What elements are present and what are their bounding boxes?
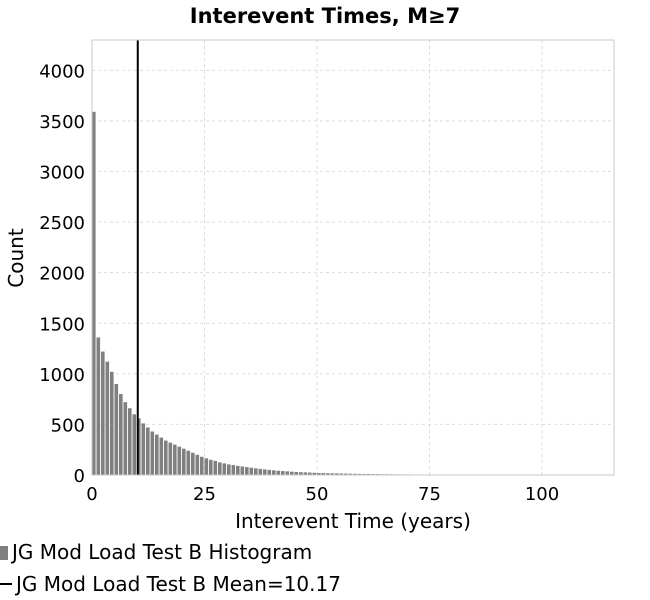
y-axis-ticks: 0 500 1000 1500 2000 2500 3000 3500 4000 xyxy=(39,61,85,487)
y-tick-label: 500 xyxy=(51,415,85,436)
y-tick-label: 3500 xyxy=(39,112,85,133)
histogram-bar xyxy=(366,473,371,475)
histogram-bar xyxy=(299,472,303,475)
histogram-chart: Interevent Times, M≥7 0 25 50 75 100 0 500 100… xyxy=(4,4,615,533)
histogram-bar xyxy=(353,473,357,475)
histogram-bar xyxy=(137,418,141,475)
chart-title: Interevent Times, M≥7 xyxy=(190,4,460,28)
histogram-bar xyxy=(290,471,294,475)
histogram-bar xyxy=(339,473,344,475)
histogram-bar xyxy=(200,456,204,475)
histogram-bar xyxy=(348,473,353,475)
histogram-bar xyxy=(173,444,177,475)
histogram-bar xyxy=(195,454,200,475)
histogram-bar xyxy=(245,467,249,475)
y-tick-label: 1000 xyxy=(39,365,85,386)
histogram-bar xyxy=(209,459,213,475)
y-tick-label: 4000 xyxy=(39,61,85,82)
histogram-bar xyxy=(272,470,276,475)
histogram-bar xyxy=(141,423,146,475)
histogram-bar xyxy=(330,473,335,475)
histogram-bar xyxy=(218,462,222,475)
histogram-bar xyxy=(101,351,105,475)
histogram-bar xyxy=(150,431,155,475)
histogram-bar xyxy=(326,473,330,475)
histogram-bar xyxy=(335,473,339,475)
histogram-bar xyxy=(267,469,272,475)
histogram-bar xyxy=(119,394,123,475)
histogram-bar xyxy=(227,464,231,475)
histogram-bar xyxy=(110,371,114,475)
histogram-bar xyxy=(308,472,312,475)
histogram-bar xyxy=(164,440,168,475)
x-tick-label: 50 xyxy=(306,484,329,505)
x-axis-ticks: 0 25 50 75 100 xyxy=(86,484,559,505)
histogram-bar xyxy=(285,471,290,475)
plot-area-border xyxy=(91,39,615,476)
histogram-bar xyxy=(155,434,159,475)
histogram-bar xyxy=(168,442,173,475)
legend-swatch-histogram xyxy=(0,546,8,560)
grid-lines xyxy=(91,40,614,476)
histogram-bar xyxy=(123,402,128,475)
histogram-bar xyxy=(132,414,137,475)
legend-item-histogram: JG Mod Load Test B Histogram xyxy=(0,540,312,564)
y-tick-label: 2000 xyxy=(39,264,85,285)
histogram-bar xyxy=(281,471,285,475)
histogram-bar xyxy=(362,473,366,475)
histogram-bar xyxy=(182,448,186,475)
histogram-bar xyxy=(146,427,150,475)
histogram-bar xyxy=(177,446,182,475)
histogram-bar xyxy=(222,463,227,475)
histogram-bar xyxy=(294,471,299,475)
histogram-bar xyxy=(191,452,195,475)
histogram-bar xyxy=(303,472,308,475)
x-tick-label: 75 xyxy=(418,484,441,505)
histogram-bar xyxy=(357,473,362,475)
legend-label-histogram: JG Mod Load Test B Histogram xyxy=(12,540,313,564)
y-axis-label: Count xyxy=(4,228,28,288)
histogram-bar xyxy=(231,465,236,475)
histogram-bar xyxy=(317,472,321,475)
legend-label-mean: JG Mod Load Test B Mean=10.17 xyxy=(16,572,341,596)
histogram-bar xyxy=(92,111,96,475)
histogram-bar xyxy=(321,473,326,475)
histogram-bar xyxy=(312,472,317,475)
histogram-bar xyxy=(254,468,258,475)
legend-item-mean: JG Mod Load Test B Mean=10.17 xyxy=(0,572,341,596)
histogram-bar xyxy=(186,450,191,475)
y-tick-label: 3000 xyxy=(39,163,85,184)
histogram-bar xyxy=(105,361,110,475)
histogram-bar xyxy=(96,337,101,475)
y-tick-label: 2500 xyxy=(39,213,85,234)
histogram-bar xyxy=(159,437,164,475)
histogram-bar xyxy=(258,468,263,475)
histogram-bar xyxy=(249,467,254,475)
histogram-bar xyxy=(128,408,132,475)
histogram-bar xyxy=(236,465,240,475)
histogram-bar xyxy=(344,473,348,475)
y-tick-label: 0 xyxy=(74,466,85,487)
x-tick-label: 100 xyxy=(525,484,559,505)
histogram-bar xyxy=(114,383,119,475)
histogram-bar xyxy=(276,470,281,475)
x-axis-label: Interevent Time (years) xyxy=(235,509,471,533)
histogram-bars xyxy=(92,111,587,475)
histogram-bar xyxy=(204,458,209,475)
legend-swatch-mean xyxy=(0,583,12,585)
y-tick-label: 1500 xyxy=(39,314,85,335)
histogram-bar xyxy=(213,460,218,475)
x-tick-label: 0 xyxy=(86,484,97,505)
histogram-bar xyxy=(240,466,245,475)
histogram-bar xyxy=(263,469,267,475)
x-tick-label: 25 xyxy=(193,484,216,505)
